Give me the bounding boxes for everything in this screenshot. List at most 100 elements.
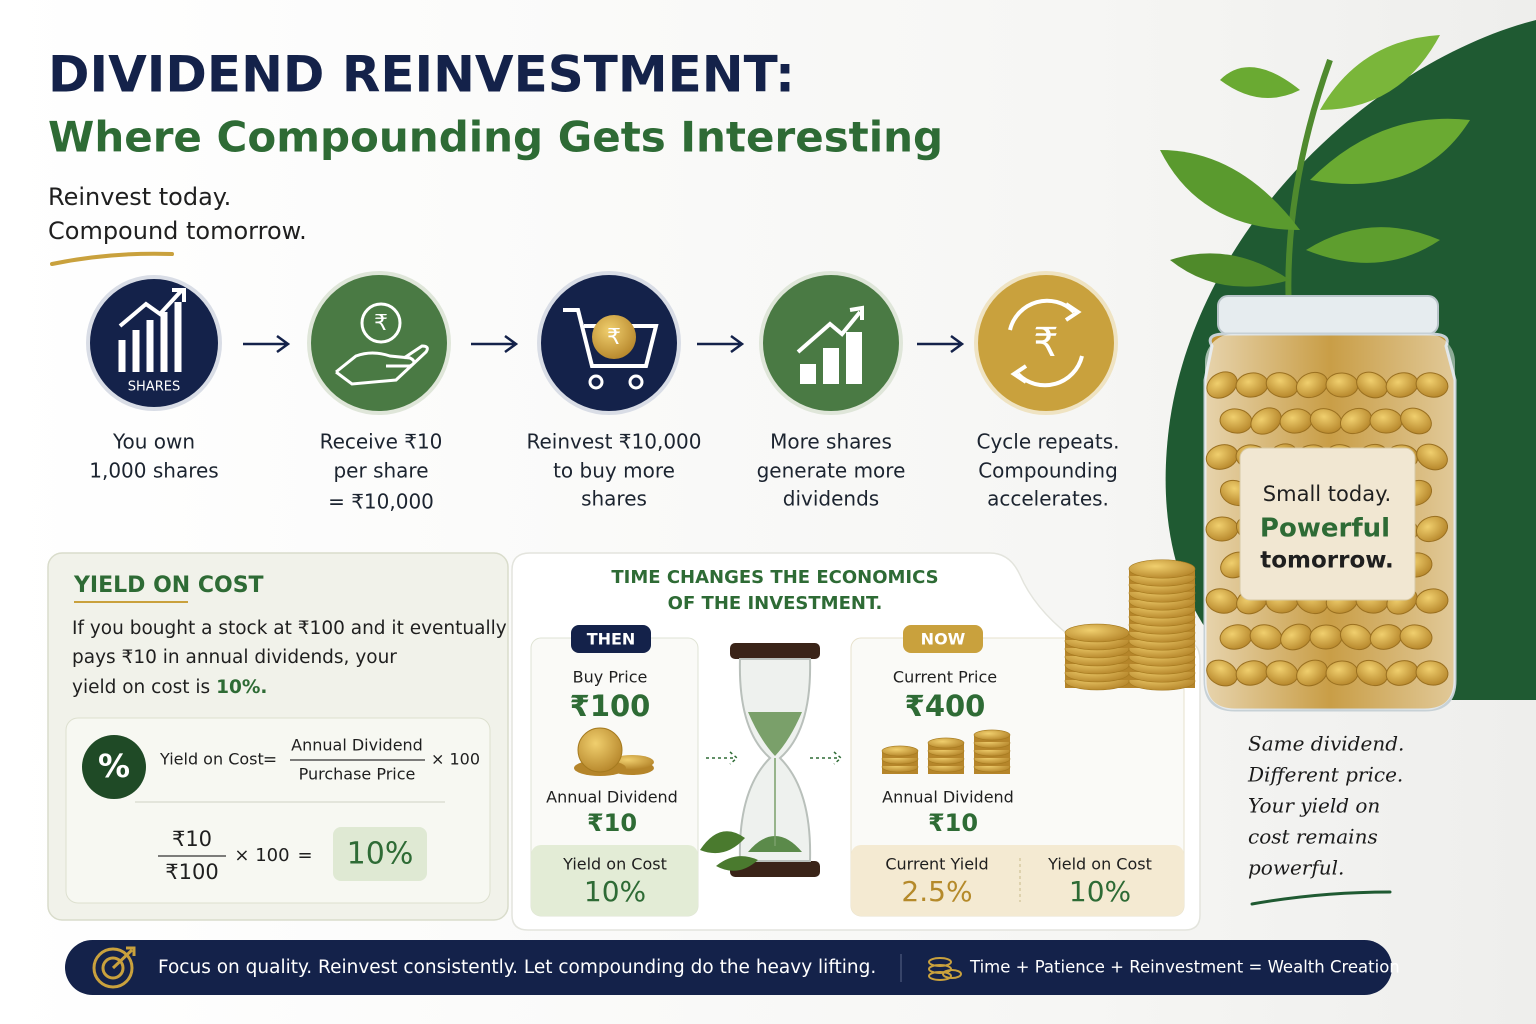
icon-label: ₹ bbox=[374, 311, 388, 336]
note-line: Same dividend. bbox=[1248, 732, 1404, 756]
dividend: ₹10 bbox=[928, 809, 978, 837]
coin bbox=[1128, 559, 1196, 579]
coin bbox=[1415, 372, 1449, 398]
multiplier: × 100 bbox=[431, 750, 480, 769]
swoosh bbox=[50, 251, 174, 266]
title: DIVIDEND REINVESTMENT: bbox=[48, 46, 795, 104]
icon-label: ₹ bbox=[1033, 320, 1058, 366]
dividend: ₹10 bbox=[587, 809, 637, 837]
step-text: Reinvest ₹10,000 bbox=[527, 430, 702, 454]
arrow bbox=[917, 334, 965, 354]
numerator: Annual Dividend bbox=[291, 736, 423, 755]
step-icon: ₹ bbox=[307, 271, 451, 415]
arrow bbox=[243, 334, 291, 354]
footer-equation: Time + Patience + Reinvestment = Wealth … bbox=[969, 958, 1400, 977]
badge-text: NOW bbox=[921, 630, 966, 649]
coin bbox=[1205, 516, 1239, 542]
step-text: = ₹10,000 bbox=[328, 490, 434, 514]
dashed-arrow bbox=[810, 751, 843, 765]
arrow bbox=[697, 334, 745, 354]
metric-label: Current Yield bbox=[885, 855, 988, 874]
metric-label: Yield on Cost bbox=[562, 855, 667, 874]
price: ₹100 bbox=[570, 689, 651, 723]
icon-label: SHARES bbox=[128, 380, 180, 395]
then-badge bbox=[571, 625, 651, 653]
coins-icon bbox=[928, 957, 962, 981]
coin bbox=[1250, 407, 1282, 435]
panel-title: TIME CHANGES THE ECONOMICS bbox=[611, 567, 938, 588]
tagline: Compound tomorrow. bbox=[48, 217, 307, 245]
price-label: Buy Price bbox=[573, 668, 648, 687]
jar-label-text: Powerful bbox=[1260, 514, 1390, 544]
step-text: Compounding bbox=[978, 459, 1118, 483]
dividend-label: Annual Dividend bbox=[882, 788, 1014, 807]
step-icon: ₹ bbox=[974, 271, 1118, 415]
formula-eq: = bbox=[263, 750, 277, 770]
panel-text: yield on cost is bbox=[72, 677, 210, 698]
denominator: Purchase Price bbox=[299, 765, 416, 784]
arrow bbox=[471, 334, 519, 354]
percent-symbol: % bbox=[98, 747, 130, 785]
coin bbox=[1325, 660, 1359, 686]
dividend-label: Annual Dividend bbox=[546, 788, 678, 807]
panel-text: pays ₹10 in annual dividends, your bbox=[72, 647, 397, 668]
denominator: ₹100 bbox=[165, 860, 218, 884]
coin bbox=[1296, 659, 1328, 687]
step-text: shares bbox=[581, 487, 647, 511]
icon-label: ₹ bbox=[607, 325, 621, 350]
step-captions: You own 1,000 shares Receive ₹10 per sha… bbox=[89, 430, 1119, 514]
step-text: dividends bbox=[783, 487, 879, 511]
coin bbox=[1206, 659, 1238, 687]
note-underline bbox=[1250, 890, 1392, 906]
coin bbox=[1356, 371, 1388, 399]
then-metric-box bbox=[531, 845, 698, 916]
panel-text: If you bought a stock at ₹100 and it eve… bbox=[72, 618, 507, 639]
result: 10% bbox=[347, 837, 414, 872]
coin-stacks bbox=[881, 729, 1011, 774]
jar-label-text: Small today. bbox=[1263, 482, 1391, 506]
coin bbox=[1339, 407, 1373, 435]
price-label: Current Price bbox=[893, 668, 997, 687]
step-text: generate more bbox=[757, 459, 906, 483]
tagline: Reinvest today. bbox=[48, 183, 231, 211]
coin bbox=[927, 737, 965, 749]
multiplier: × 100 bbox=[234, 845, 289, 866]
panel-title: OF THE INVESTMENT. bbox=[668, 593, 883, 614]
jar-label-text: tomorrow. bbox=[1260, 548, 1394, 574]
note-line: powerful. bbox=[1248, 856, 1344, 880]
numerator: ₹10 bbox=[172, 827, 212, 851]
formula-eq: = bbox=[297, 845, 312, 866]
coin bbox=[1064, 623, 1130, 643]
panel-text: yield on cost is 10%. bbox=[72, 677, 267, 698]
coin bbox=[1309, 624, 1343, 650]
coin bbox=[1325, 372, 1359, 398]
footer-bar bbox=[65, 940, 1392, 995]
coins bbox=[574, 727, 654, 776]
metric-value: 2.5% bbox=[901, 875, 972, 908]
result-box bbox=[333, 827, 427, 881]
coin bbox=[1206, 371, 1238, 399]
highlight: 10%. bbox=[216, 677, 267, 698]
step-text: Receive ₹10 bbox=[320, 430, 443, 454]
step-text: 1,000 shares bbox=[89, 459, 218, 483]
step-text: to buy more bbox=[553, 459, 675, 483]
footer-message: Focus on quality. Reinvest consistently.… bbox=[158, 957, 876, 978]
metric-label: Yield on Cost bbox=[1047, 855, 1152, 874]
panel-title: YIELD ON COST bbox=[73, 573, 264, 598]
metric-value: 10% bbox=[584, 875, 646, 908]
metric-value: 10% bbox=[1069, 875, 1131, 908]
coin bbox=[881, 745, 919, 757]
coin bbox=[1416, 443, 1448, 471]
coin bbox=[1400, 407, 1432, 435]
coin bbox=[1415, 515, 1449, 543]
coin bbox=[1399, 624, 1433, 650]
badge-text: THEN bbox=[587, 630, 636, 649]
target-icon bbox=[92, 946, 136, 989]
dashed-arrow bbox=[706, 751, 739, 765]
coin bbox=[973, 729, 1011, 741]
coin bbox=[1295, 371, 1329, 399]
step-text: accelerates. bbox=[987, 487, 1109, 511]
price: ₹400 bbox=[905, 689, 986, 723]
coin bbox=[1415, 588, 1449, 614]
